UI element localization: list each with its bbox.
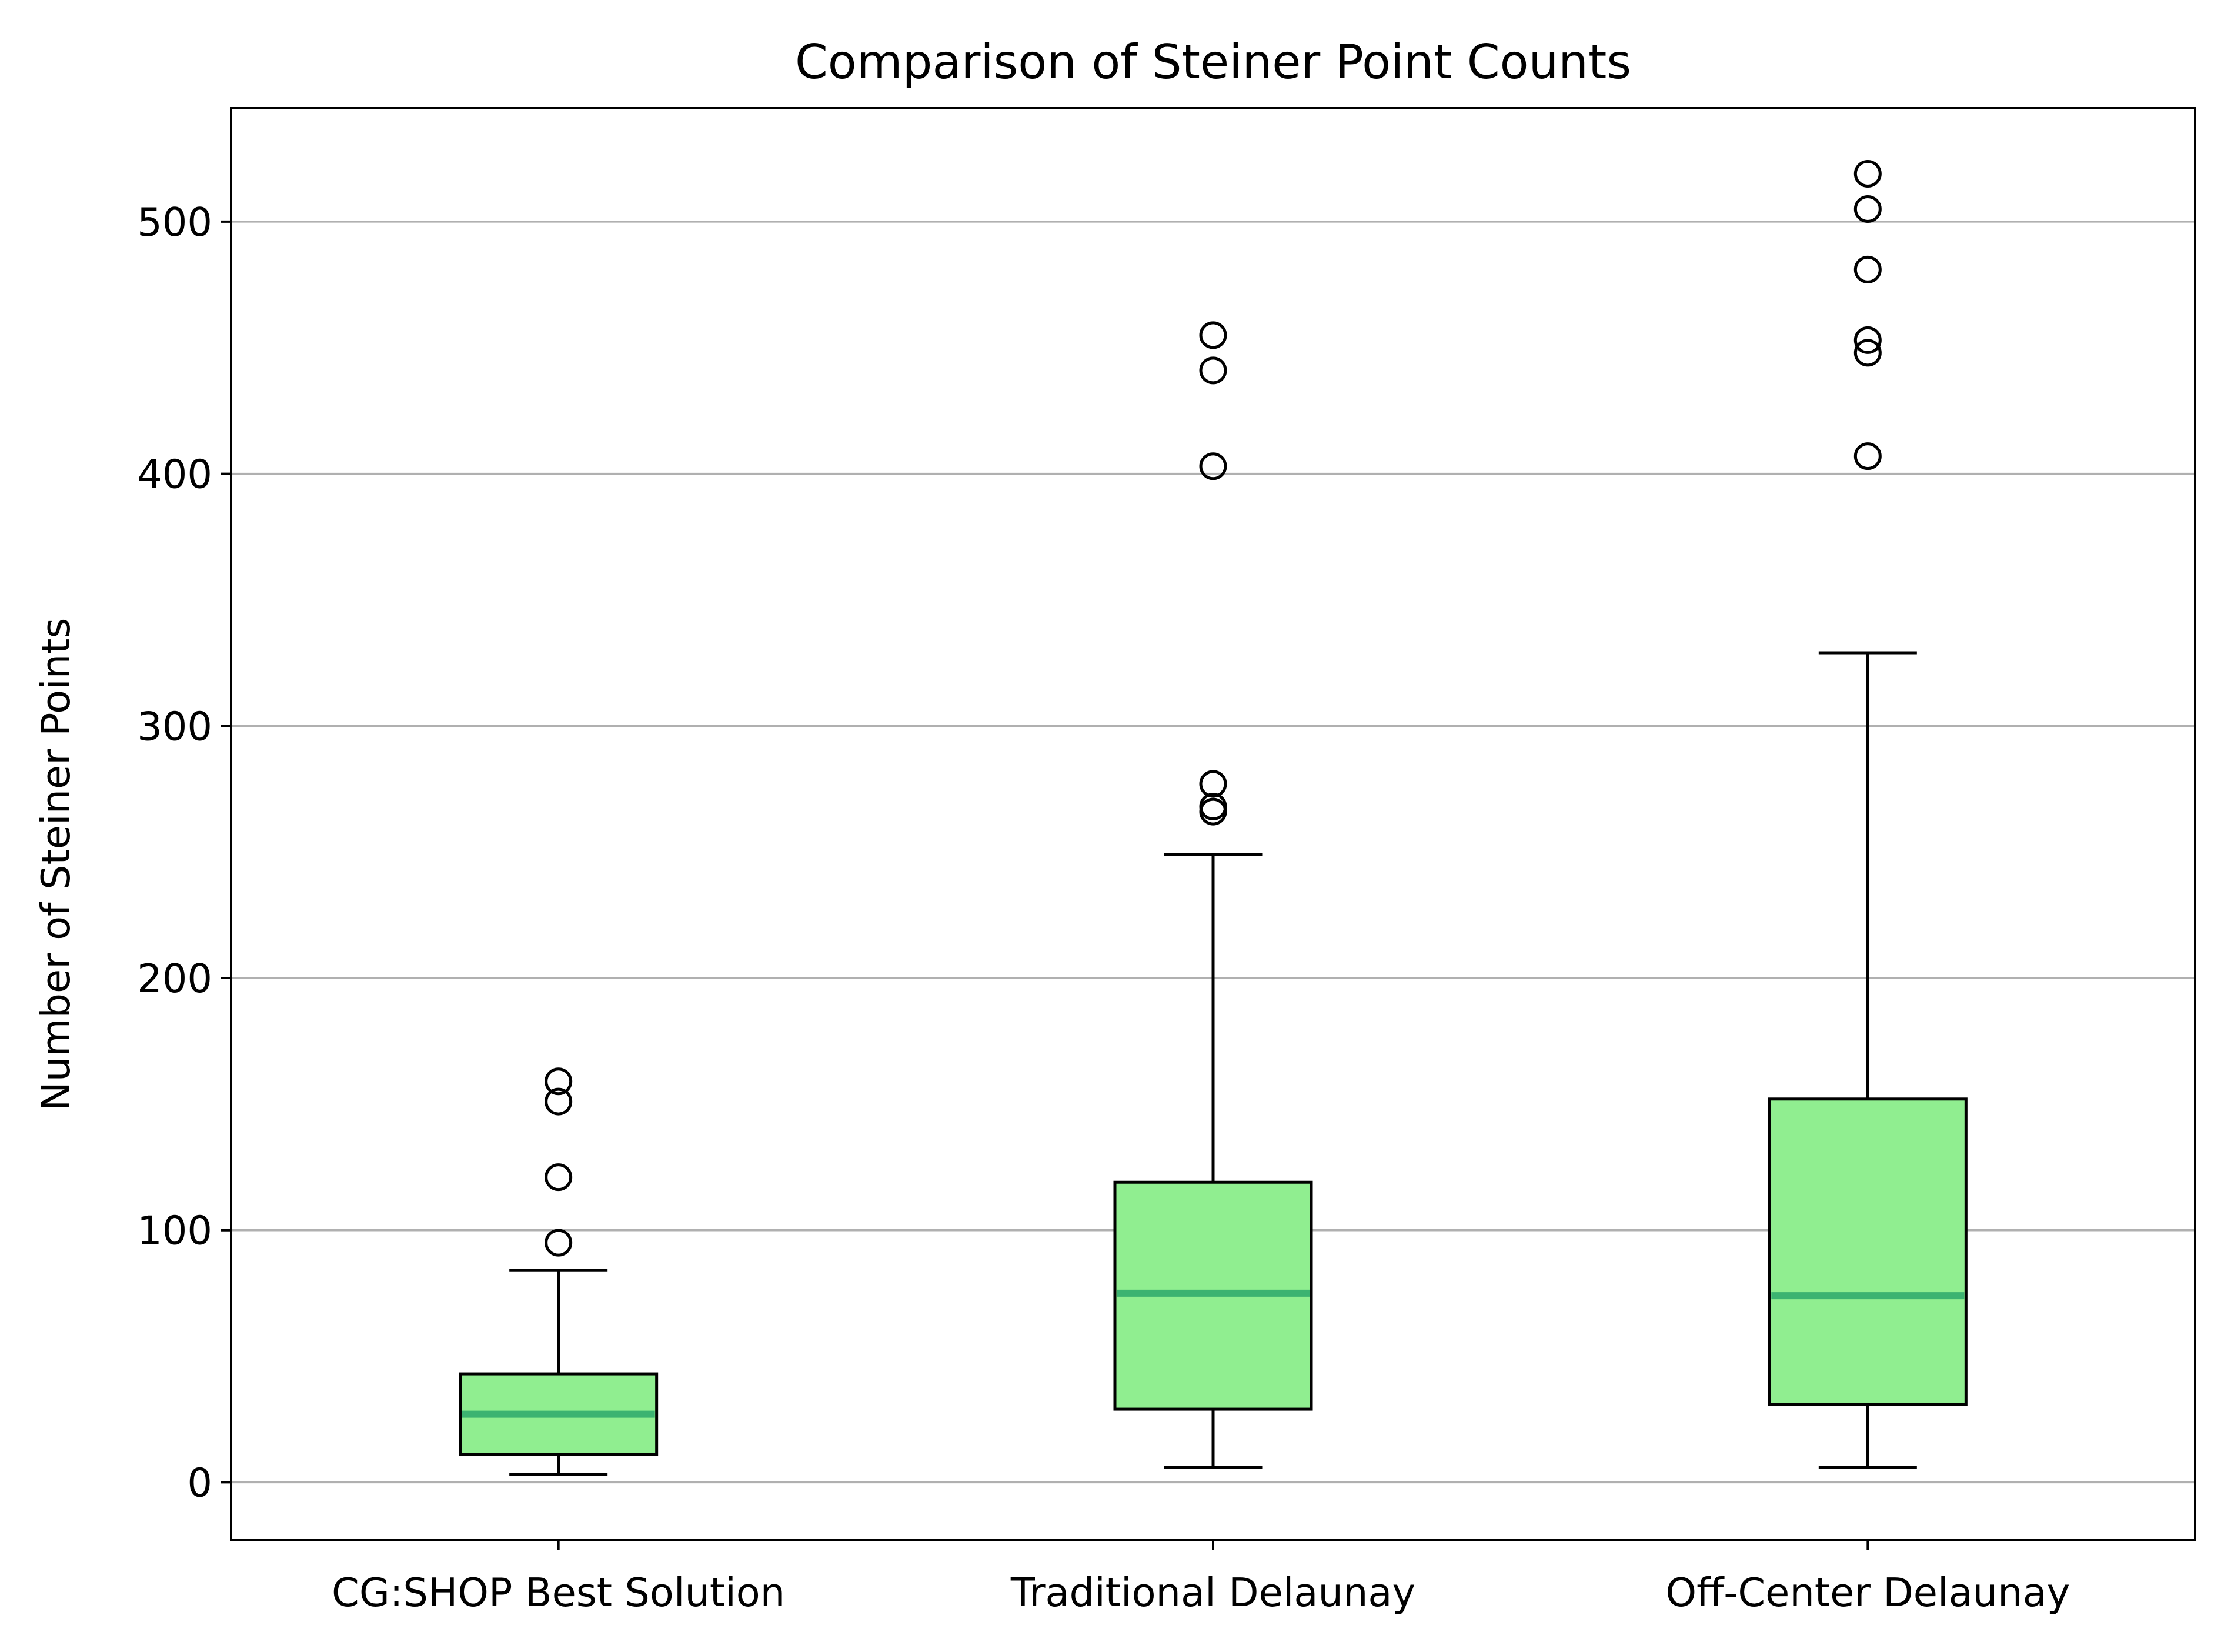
chart-title: Comparison of Steiner Point Counts	[795, 35, 1631, 89]
outlier-point	[545, 1163, 573, 1192]
outlier-point	[1853, 195, 1882, 223]
iqr-box	[1768, 1097, 1968, 1406]
plot-area-frame	[230, 107, 2196, 1541]
y-tick-label: 400	[137, 452, 212, 498]
y-tick-label: 300	[137, 703, 212, 749]
outlier-point	[1199, 321, 1227, 349]
boxes	[459, 159, 1968, 1477]
x-tick-label: Off-Center Delaunay	[1665, 1570, 2070, 1616]
outlier-point	[1853, 159, 1882, 188]
outlier-point	[545, 1229, 573, 1257]
outlier-point	[1853, 339, 1882, 367]
y-tick-label: 0	[187, 1460, 212, 1506]
box-group-3	[1768, 159, 1968, 1469]
outlier-point	[1199, 792, 1227, 820]
outlier-point	[1199, 770, 1227, 798]
axis-ticks: 0 100 200 300 400 500 CG:SHOP Best Solution Tra…	[137, 199, 2070, 1616]
outlier-point	[1853, 326, 1882, 354]
x-tick-label: CG:SHOP Best Solution	[332, 1570, 785, 1616]
outlier-point	[1199, 452, 1227, 480]
y-tick-label: 500	[137, 199, 212, 245]
outlier-point	[545, 1067, 573, 1096]
x-tick-label: Traditional Delaunay	[1010, 1570, 1415, 1616]
outlier-point	[1199, 356, 1227, 385]
y-tick-label: 100	[137, 1208, 212, 1254]
box-group-2	[1113, 321, 1313, 1469]
y-axis-label: Number of Steiner Points	[33, 618, 79, 1112]
outlier-point	[545, 1087, 573, 1116]
box-group-1	[459, 1067, 659, 1477]
outlier-point	[1853, 442, 1882, 470]
y-tick-label: 200	[137, 956, 212, 1002]
outlier-point	[1853, 255, 1882, 283]
